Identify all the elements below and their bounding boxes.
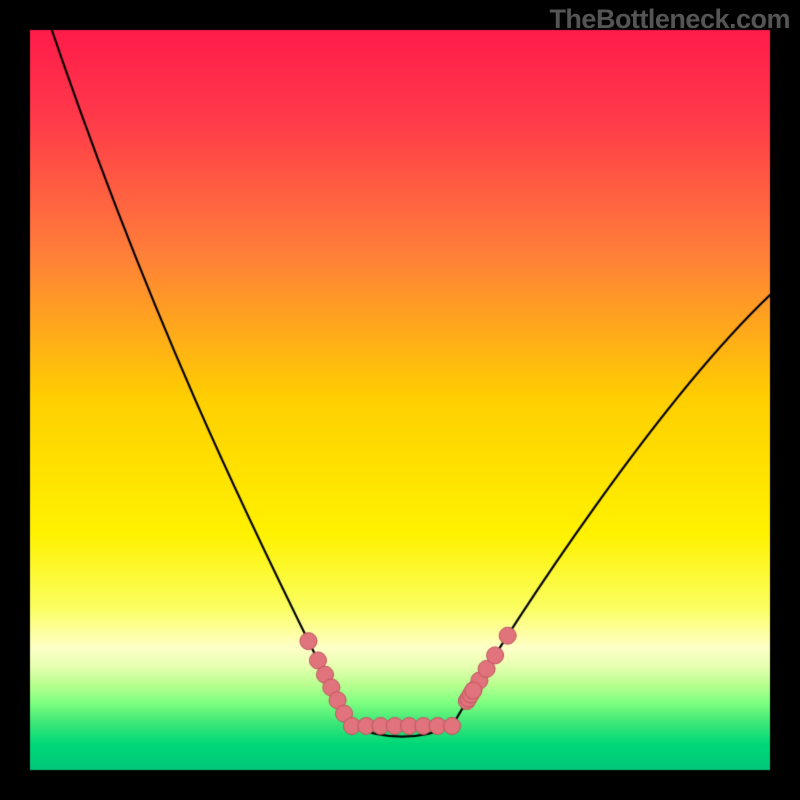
- watermark-text: TheBottleneck.com: [549, 4, 790, 35]
- chart-container: { "canvas": { "width": 800, "height": 80…: [0, 0, 800, 800]
- bottleneck-curve-chart: [0, 0, 800, 800]
